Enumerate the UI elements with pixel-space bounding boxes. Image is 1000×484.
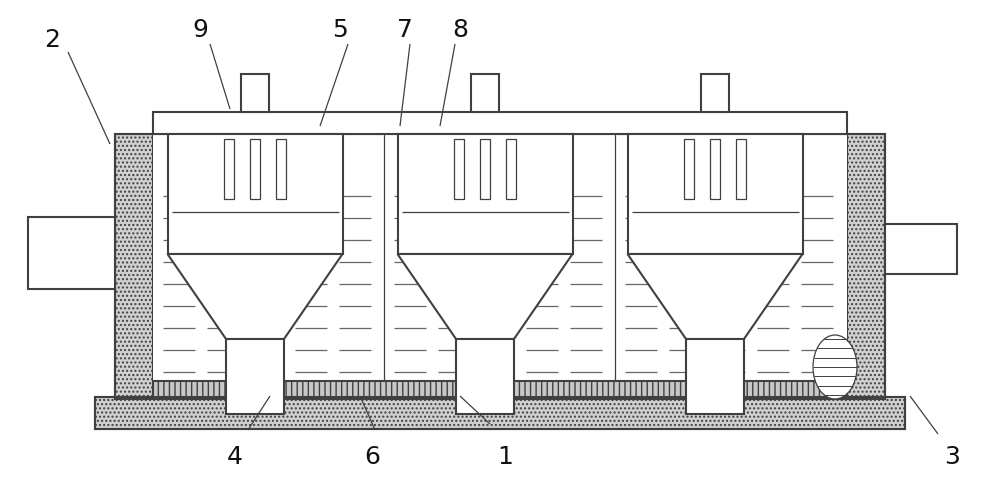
Text: 3: 3 <box>944 444 960 468</box>
Bar <box>153 113 847 135</box>
Bar <box>686 339 744 414</box>
Bar <box>115 135 885 399</box>
Bar <box>115 135 153 399</box>
Bar <box>226 339 284 414</box>
Bar <box>628 135 802 255</box>
Text: 2: 2 <box>44 28 60 52</box>
Bar <box>471 75 499 113</box>
Text: 1: 1 <box>497 444 513 468</box>
Bar <box>28 217 115 289</box>
Bar <box>276 140 286 199</box>
Bar <box>153 381 847 399</box>
Bar <box>168 135 343 255</box>
Text: 5: 5 <box>332 18 348 42</box>
Bar <box>684 140 694 199</box>
Bar <box>95 397 905 429</box>
Bar <box>506 140 516 199</box>
Bar <box>153 135 847 399</box>
Bar <box>95 397 905 429</box>
Bar <box>480 140 490 199</box>
Text: 9: 9 <box>192 18 208 42</box>
Ellipse shape <box>813 335 857 399</box>
Text: 6: 6 <box>364 444 380 468</box>
Text: 4: 4 <box>227 444 243 468</box>
Bar <box>701 75 729 113</box>
Text: 8: 8 <box>452 18 468 42</box>
Polygon shape <box>398 255 572 339</box>
Bar <box>710 140 720 199</box>
Bar <box>847 135 885 399</box>
Bar <box>736 140 746 199</box>
Bar <box>885 225 957 274</box>
Bar <box>224 140 234 199</box>
Bar <box>454 140 464 199</box>
Bar <box>456 339 514 414</box>
Text: 7: 7 <box>397 18 413 42</box>
Bar <box>398 135 572 255</box>
Bar <box>241 75 269 113</box>
Polygon shape <box>168 255 343 339</box>
Polygon shape <box>628 255 802 339</box>
Bar <box>250 140 260 199</box>
